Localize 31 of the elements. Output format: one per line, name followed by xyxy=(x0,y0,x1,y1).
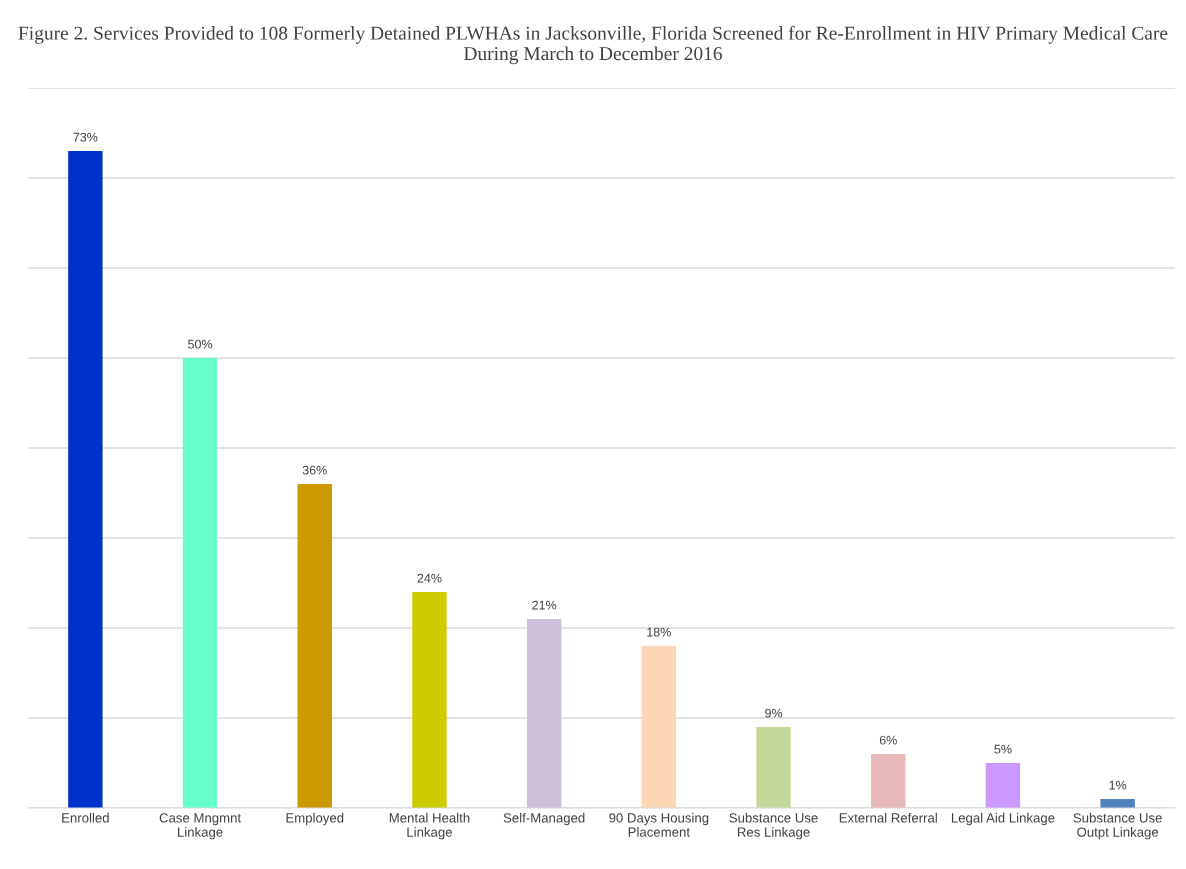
bar xyxy=(756,727,791,808)
x-tick-label: Self-Managed xyxy=(503,812,585,826)
data-label: 18% xyxy=(647,627,671,637)
data-label: 36% xyxy=(302,465,327,475)
bar xyxy=(412,592,447,808)
bar xyxy=(871,754,906,808)
data-label: 5% xyxy=(994,744,1012,754)
x-tick-label: Mental Health Linkage xyxy=(389,812,470,840)
bar xyxy=(182,358,218,808)
chart-title: Figure 2. Services Provided to 108 Formerly Detained PLWHAs in Jacksonville, Florida Screened for Re-Enrollment in HIV Primary Medical Care During March to December 2016 xyxy=(18,25,1168,65)
data-label: 6% xyxy=(879,735,897,745)
data-label: 1% xyxy=(1109,780,1127,790)
x-tick-label: Legal Aid Linkage xyxy=(951,812,1055,826)
x-tick-label: 90 Days Housing Placement xyxy=(609,812,709,837)
data-label: 50% xyxy=(188,339,213,349)
bar xyxy=(985,763,1021,808)
bar xyxy=(641,646,677,808)
bar xyxy=(526,619,562,808)
data-label: 9% xyxy=(765,708,783,718)
bar xyxy=(1100,799,1135,808)
x-tick-label: External Referral xyxy=(839,812,937,823)
bar xyxy=(68,151,103,808)
x-tick-label: Enrolled xyxy=(62,812,109,823)
data-label: 24% xyxy=(417,573,442,583)
x-tick-label: Employed xyxy=(286,812,344,826)
data-label: 73% xyxy=(73,132,98,142)
data-label: 21% xyxy=(532,600,557,610)
bar xyxy=(297,484,332,808)
x-tick-label: Substance Use Outpt Linkage xyxy=(1073,812,1162,840)
x-tick-label: Case Mngmnt Linkage xyxy=(159,813,242,840)
x-tick-label: Substance Use Res Linkage xyxy=(729,812,818,840)
